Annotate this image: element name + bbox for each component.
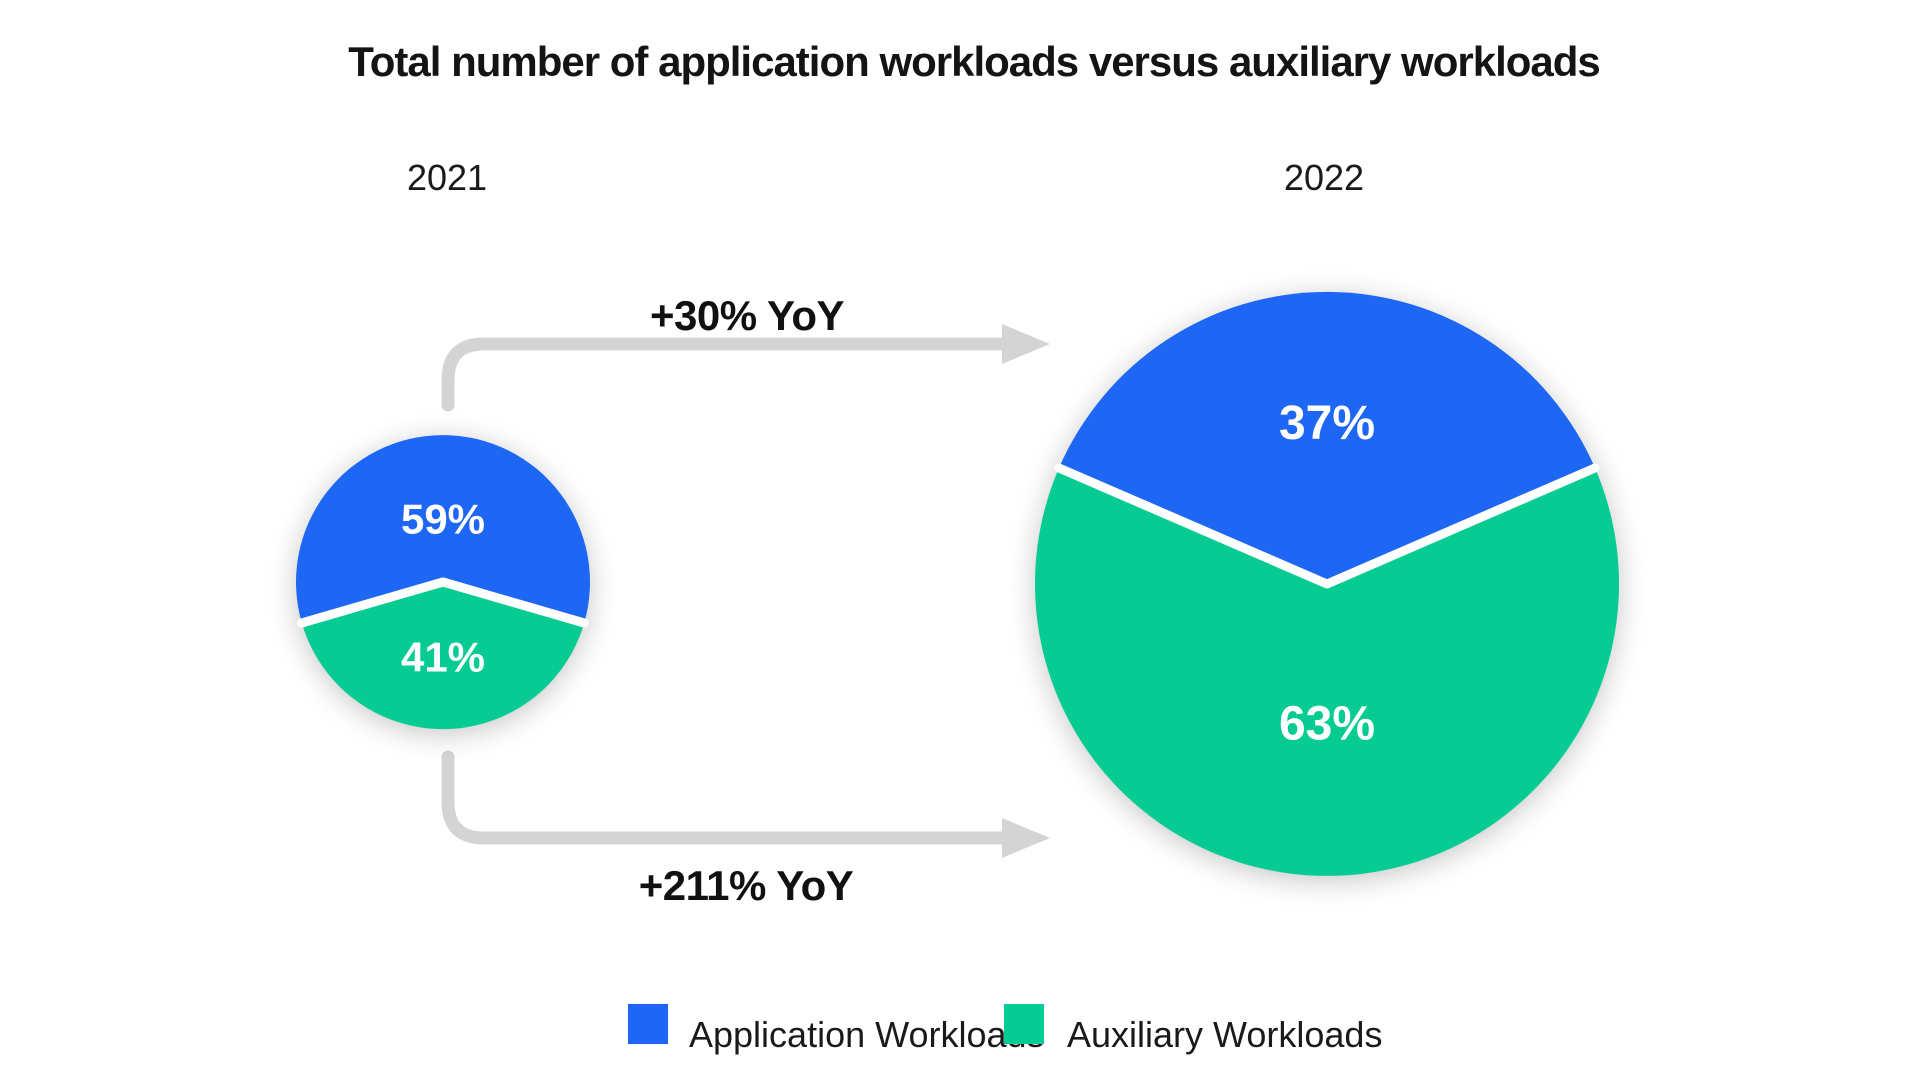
pie-2021-slice-application — [296, 435, 590, 623]
chart-title: Total number of application workloads ve… — [348, 38, 1600, 85]
arrow-top-head-icon — [1002, 324, 1050, 364]
legend-swatch-auxiliary-icon — [1004, 1004, 1044, 1044]
pie-2022-label-application: 37% — [1279, 397, 1375, 450]
legend-label-application: Application Workloads — [689, 1014, 1045, 1055]
yoy-label-application: +30% YoY — [650, 292, 845, 339]
year-label-2022: 2022 — [1284, 157, 1364, 198]
arrow-top-line — [441, 337, 1009, 412]
pie-2021-label-application: 59% — [401, 495, 485, 542]
pie-2021-slice-divider — [297, 577, 589, 628]
year-label-2021: 2021 — [407, 157, 487, 198]
pie-2022-slice-application — [1059, 291, 1595, 584]
yoy-label-auxiliary: +211% YoY — [639, 862, 854, 909]
yoy-arrow-top — [441, 324, 1050, 412]
yoy-arrow-bottom — [441, 750, 1050, 858]
pie-2021-slice-auxiliary — [301, 582, 585, 730]
pie-2021-label-auxiliary: 41% — [401, 633, 485, 680]
legend-label-auxiliary: Auxiliary Workloads — [1067, 1014, 1382, 1055]
pie-2022-slice-auxiliary — [1035, 468, 1619, 876]
arrow-bottom-head-icon — [1002, 818, 1050, 858]
pie-2022-slice-divider — [1054, 463, 1600, 589]
pie-2022: 37% 63% — [1035, 291, 1619, 876]
arrow-bottom-line — [441, 750, 1009, 845]
legend-swatch-application-icon — [628, 1004, 668, 1044]
legend: Application Workloads Auxiliary Workload… — [628, 1004, 1382, 1055]
pie-2022-label-auxiliary: 63% — [1279, 698, 1375, 751]
pie-2021: 59% 41% — [296, 435, 590, 730]
